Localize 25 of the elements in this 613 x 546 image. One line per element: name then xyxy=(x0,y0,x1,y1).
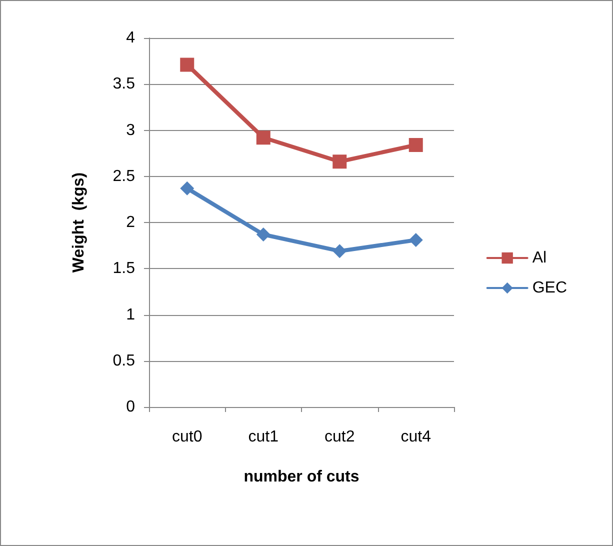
x-tick-label: cut4 xyxy=(400,428,432,446)
point xyxy=(256,227,270,242)
legend-label: Al xyxy=(532,250,547,266)
x-axis-title: number of cuts xyxy=(244,468,360,486)
y-axis-title: Weight (kgs) xyxy=(70,172,88,273)
y-tick-label: 3 xyxy=(126,122,136,139)
y-tick-label: 1 xyxy=(126,306,136,324)
y-tick-label: 2.5 xyxy=(112,168,136,185)
x-tick-label: cut0 xyxy=(172,428,202,446)
y-tick-label: 4 xyxy=(126,30,136,46)
y-tick-label: 1.5 xyxy=(112,260,136,278)
point xyxy=(256,130,270,145)
x-tick-label: cut2 xyxy=(324,428,355,446)
legend-label: GEC xyxy=(532,280,567,296)
y-tick-label: 0 xyxy=(126,398,136,416)
y-tick-label: 3.5 xyxy=(112,76,136,93)
y-tick-label: 2 xyxy=(126,214,136,231)
point xyxy=(332,244,347,258)
point xyxy=(180,58,194,72)
point xyxy=(408,233,423,248)
x-tick-label: cut1 xyxy=(248,428,279,446)
point xyxy=(180,181,194,196)
y-tick-label: 0.5 xyxy=(112,352,136,370)
point xyxy=(408,138,423,152)
point xyxy=(332,154,347,169)
